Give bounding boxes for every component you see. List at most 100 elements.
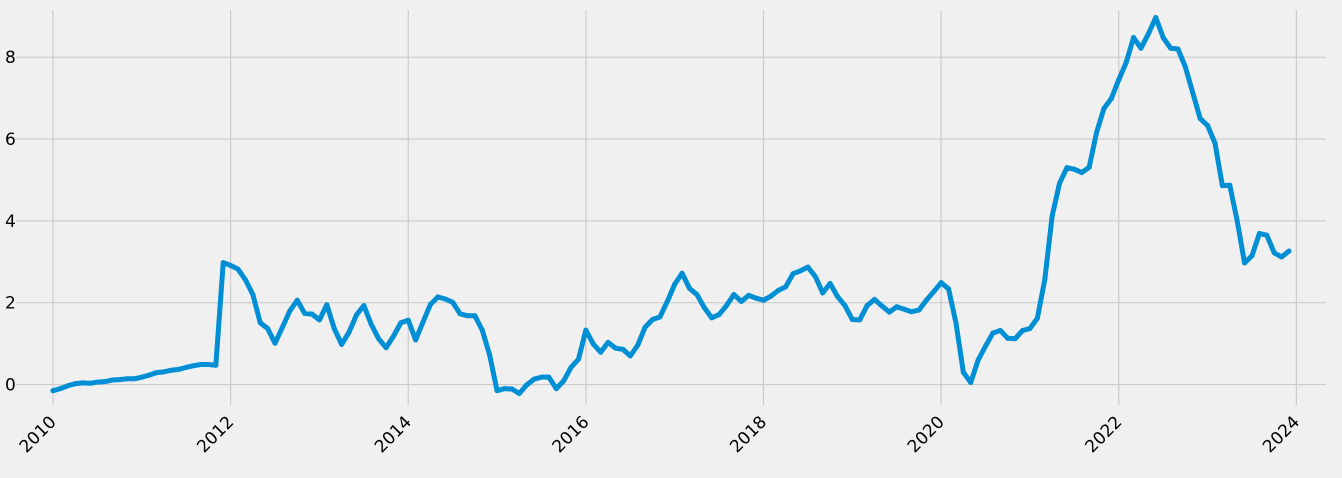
data-point [650, 316, 655, 322]
data-point [309, 311, 315, 317]
data-point [946, 286, 952, 292]
data-point [1271, 250, 1277, 256]
data-point [1234, 218, 1240, 224]
data-point [768, 293, 774, 299]
data-point [198, 361, 204, 367]
data-point [302, 310, 308, 316]
data-point [390, 333, 396, 339]
data-point [1286, 248, 1292, 254]
data-point [1012, 336, 1018, 342]
data-point [102, 379, 108, 385]
data-point [501, 386, 507, 392]
data-point [457, 311, 463, 317]
data-point [805, 264, 811, 270]
data-point [1042, 277, 1048, 283]
data-point [427, 301, 433, 307]
data-point [753, 295, 759, 301]
data-point [997, 328, 1003, 334]
data-point [1116, 77, 1122, 83]
data-point [383, 345, 389, 351]
data-point [287, 308, 293, 314]
data-point [265, 325, 271, 331]
data-point [87, 380, 93, 386]
data-point [931, 289, 937, 295]
data-point [724, 303, 730, 309]
data-point [1094, 129, 1100, 135]
data-point [154, 370, 160, 376]
data-point [672, 281, 678, 287]
data-point [139, 374, 145, 380]
y-axis-tick-labels: 0 2 4 6 8 [5, 48, 16, 395]
data-point [701, 305, 707, 311]
data-point [1212, 140, 1218, 146]
data-point [909, 309, 915, 315]
data-point [938, 280, 944, 286]
data-point [783, 284, 789, 290]
data-point [627, 353, 633, 359]
data-point [1057, 180, 1063, 186]
data-point [1064, 165, 1070, 171]
data-point [1086, 164, 1092, 170]
data-point [761, 297, 767, 303]
data-point [183, 364, 189, 370]
data-point [642, 324, 648, 330]
data-point [235, 266, 241, 272]
data-point [983, 343, 989, 349]
data-point [790, 271, 796, 277]
data-point [1205, 123, 1211, 129]
data-point [827, 280, 833, 286]
data-point [1027, 325, 1033, 331]
data-point [1020, 328, 1026, 334]
data-point [1249, 253, 1255, 259]
data-point [368, 321, 374, 327]
data-point [561, 378, 567, 384]
data-point [1190, 90, 1196, 96]
data-point [1153, 15, 1159, 20]
data-point [694, 292, 700, 298]
data-point [1049, 213, 1055, 219]
data-point [894, 304, 900, 310]
data-point [117, 377, 123, 383]
data-point [131, 376, 137, 382]
data-point [612, 345, 618, 351]
data-point [1256, 231, 1262, 237]
data-point [487, 352, 493, 358]
data-point [220, 260, 226, 266]
data-point [664, 298, 670, 304]
y-tick-label: 6 [5, 130, 16, 150]
y-gridlines [16, 56, 1326, 386]
data-point [553, 386, 559, 392]
data-point [146, 372, 152, 378]
data-point [279, 324, 285, 330]
data-point [775, 287, 781, 293]
data-point [50, 388, 56, 394]
data-point [57, 386, 63, 392]
data-point [968, 379, 974, 385]
data-point [975, 357, 981, 363]
data-point [901, 306, 907, 312]
data-point [339, 341, 345, 347]
data-point [94, 379, 100, 385]
data-point [1182, 64, 1188, 70]
data-point [1079, 170, 1085, 176]
data-point [1123, 60, 1129, 66]
data-point [316, 317, 322, 323]
data-point [879, 303, 885, 309]
y-tick-label: 0 [5, 376, 16, 396]
data-point [990, 330, 996, 336]
data-point [472, 313, 478, 319]
data-point [746, 292, 752, 298]
data-point [524, 382, 530, 388]
data-point [590, 341, 596, 347]
data-point [731, 292, 737, 298]
data-point [376, 336, 382, 342]
data-point [1279, 254, 1285, 260]
data-point [1101, 105, 1107, 111]
y-tick-label: 4 [5, 212, 16, 232]
data-point [464, 313, 470, 319]
data-point [1197, 116, 1203, 122]
data-point [575, 356, 581, 362]
data-point [1108, 96, 1114, 102]
data-point [1242, 260, 1248, 266]
data-point [1138, 45, 1144, 51]
